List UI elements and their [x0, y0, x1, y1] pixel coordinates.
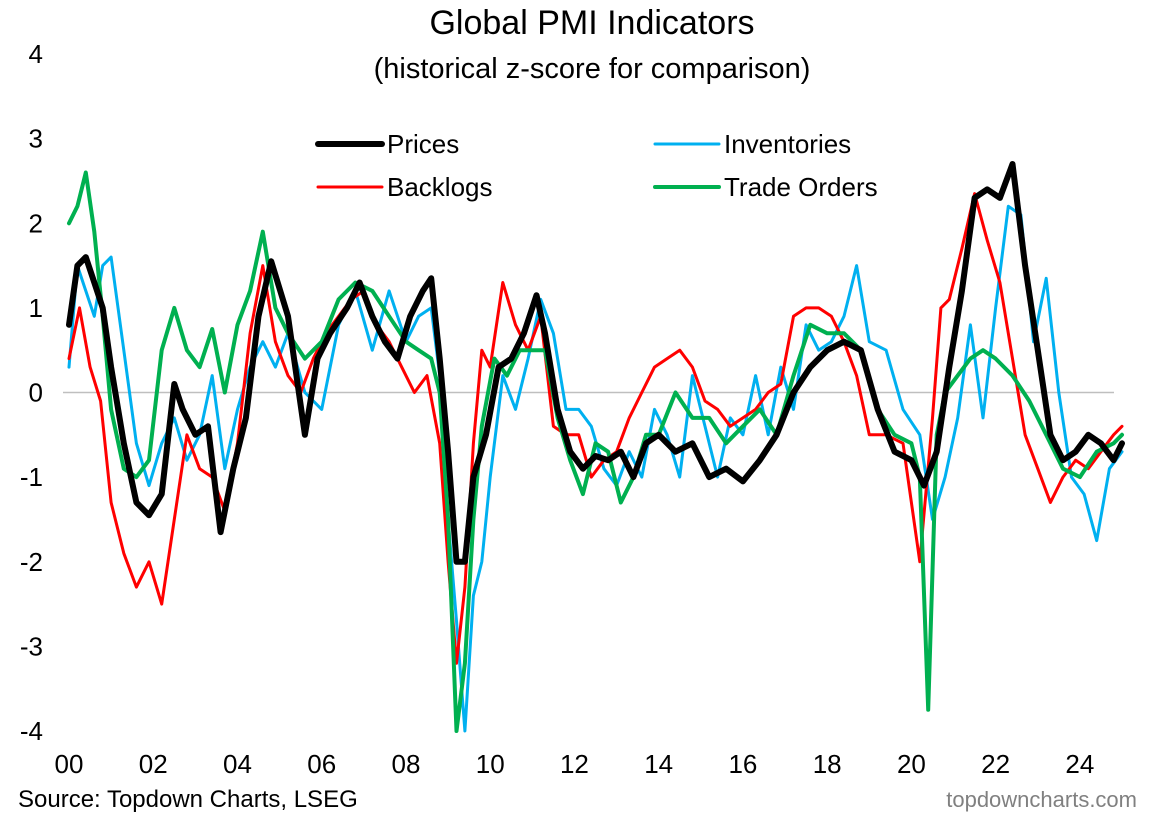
- legend-label-inventories: Inventories: [724, 129, 851, 159]
- x-tick-label: 14: [644, 749, 673, 779]
- x-tick-label: 20: [897, 749, 926, 779]
- x-tick-label: 10: [476, 749, 505, 779]
- y-tick-label: -3: [20, 631, 43, 661]
- series-line-inventories: [67, 204, 1124, 733]
- x-tick-label: 04: [223, 749, 252, 779]
- x-tick-label: 06: [307, 749, 336, 779]
- chart-title: Global PMI Indicators: [429, 4, 754, 42]
- y-tick-label: 4: [29, 39, 43, 69]
- legend-label-backlogs: Backlogs: [387, 172, 493, 202]
- x-tick-label: 08: [391, 749, 420, 779]
- source-note: Source: Topdown Charts, LSEG: [18, 786, 358, 813]
- series-layer: [66, 161, 1125, 733]
- y-axis-tick-labels: 4 3 2 1 0 -1 -2 -3 -4: [20, 39, 43, 746]
- y-tick-label: 1: [29, 293, 43, 323]
- series-line-backlogs: [67, 192, 1124, 665]
- y-tick-label: 3: [29, 124, 43, 154]
- y-tick-label: 2: [29, 208, 43, 238]
- watermark: topdowncharts.com: [946, 787, 1137, 812]
- y-tick-label: -1: [20, 462, 43, 492]
- x-tick-label: 02: [139, 749, 168, 779]
- legend-label-trade-orders: Trade Orders: [724, 172, 878, 202]
- x-tick-label: 24: [1065, 749, 1094, 779]
- x-tick-label: 18: [813, 749, 842, 779]
- x-tick-label: 12: [560, 749, 589, 779]
- x-axis-tick-labels: 00 02 04 06 08 10 12 14 16 18 20 22 24: [55, 749, 1095, 779]
- y-tick-label: -2: [20, 547, 43, 577]
- legend: Prices Inventories Backlogs Trade Orders: [315, 129, 878, 202]
- legend-label-prices: Prices: [387, 129, 459, 159]
- x-tick-label: 22: [981, 749, 1010, 779]
- series-line-prices: [66, 161, 1125, 565]
- chart-subtitle: (historical z-score for comparison): [374, 53, 811, 85]
- y-tick-label: 0: [29, 378, 43, 408]
- y-tick-label: -4: [20, 716, 43, 746]
- x-tick-label: 16: [728, 749, 757, 779]
- x-tick-label: 00: [55, 749, 84, 779]
